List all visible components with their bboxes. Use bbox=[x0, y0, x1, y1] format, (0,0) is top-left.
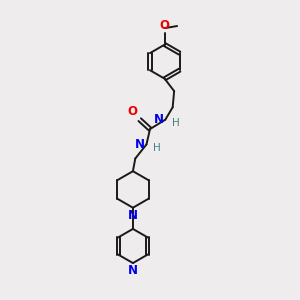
Text: N: N bbox=[128, 264, 138, 277]
Text: N: N bbox=[128, 209, 138, 222]
Text: H: H bbox=[153, 143, 161, 153]
Text: H: H bbox=[172, 118, 179, 128]
Text: O: O bbox=[160, 19, 170, 32]
Text: O: O bbox=[127, 106, 137, 118]
Text: N: N bbox=[154, 113, 164, 126]
Text: N: N bbox=[135, 138, 145, 151]
